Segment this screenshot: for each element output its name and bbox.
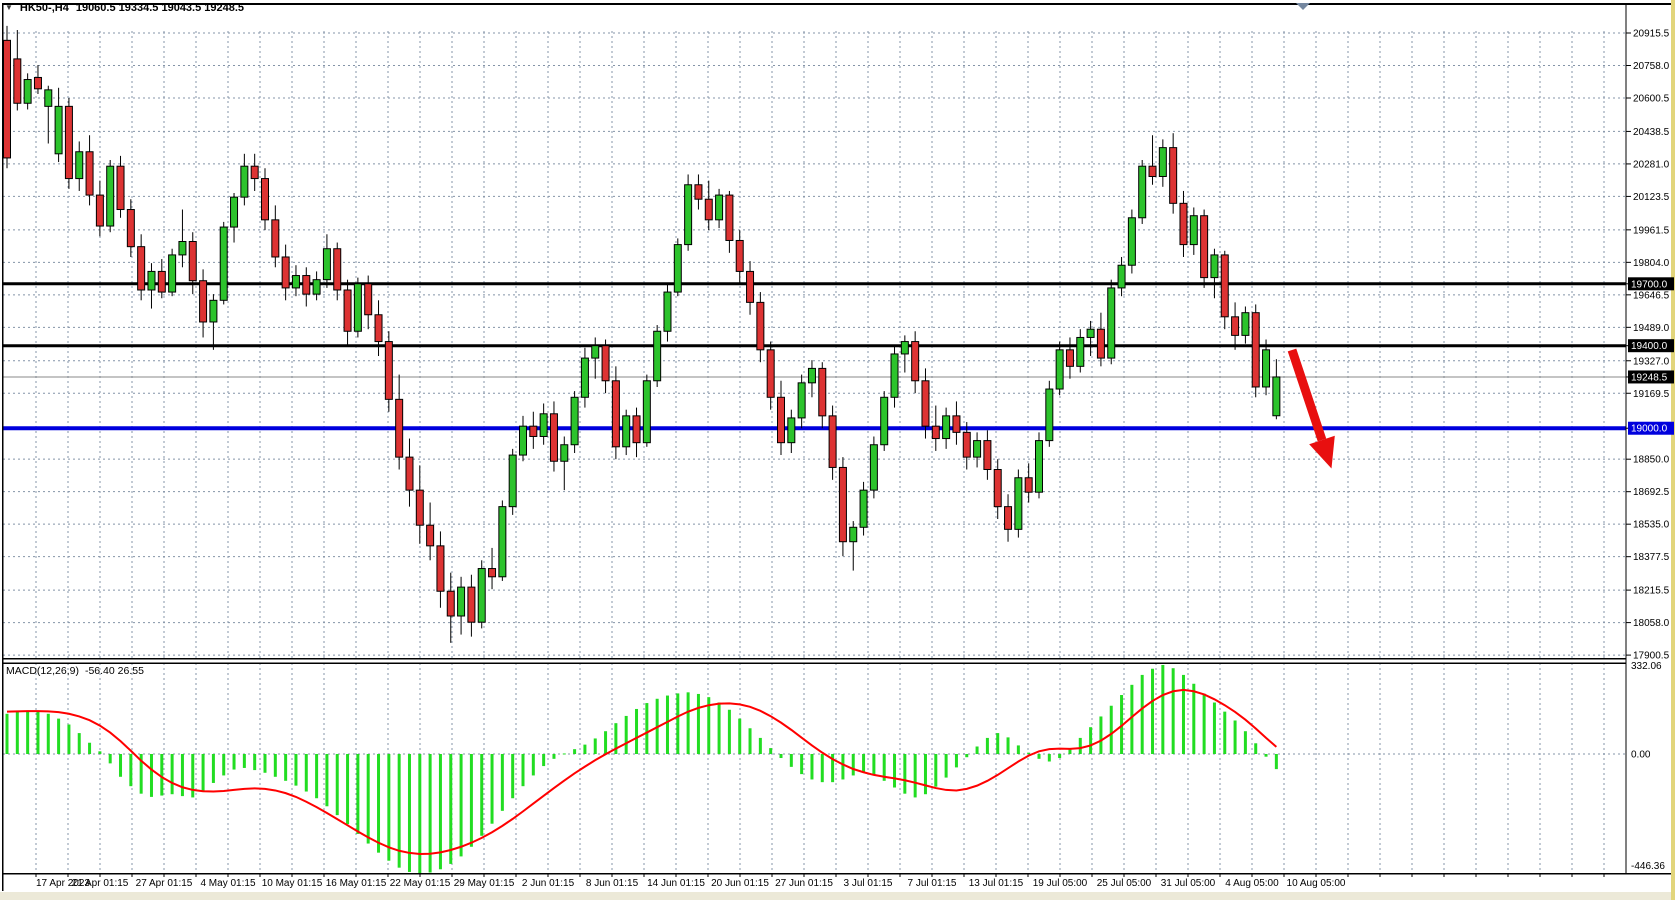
time-axis-label: 8 Jun 01:15 <box>586 878 639 889</box>
horizontal-gridlines <box>3 32 1626 755</box>
vertical-gridlines <box>35 31 1605 873</box>
price-axis-label: 18692.5 <box>1633 487 1670 498</box>
price-axis: 20915.5 20758.0 20600.5 20438.5 20281.0 20123… <box>1626 29 1674 662</box>
macd-signal-line <box>6 688 1278 856</box>
trend-arrow-annotation[interactable] <box>1287 348 1335 469</box>
price-axis-label: 19169.5 <box>1633 389 1670 400</box>
candlestick-series <box>3 25 1281 643</box>
time-axis-label: 29 May 01:15 <box>454 878 515 889</box>
price-axis-label: 19646.5 <box>1633 290 1670 301</box>
price-axis-label: 19804.0 <box>1633 258 1670 269</box>
price-axis-label: 19327.0 <box>1633 356 1670 367</box>
price-axis-label: 19248.5 <box>1631 372 1668 383</box>
time-axis-label: 10 Aug 05:00 <box>1287 878 1346 889</box>
macd-axis-label: -446.36 <box>1631 861 1665 872</box>
macd-name: MACD(12,26,9) <box>6 665 79 677</box>
macd-histogram <box>5 664 1278 874</box>
time-axis-label: 22 May 01:15 <box>390 878 451 889</box>
price-axis-label: 20758.0 <box>1633 61 1670 72</box>
time-axis-label: 2 Jun 01:15 <box>522 878 575 889</box>
time-axis-label: 20 Jun 01:15 <box>711 878 769 889</box>
price-axis-label: 19400.0 <box>1631 341 1668 352</box>
price-axis-label: 18215.5 <box>1633 586 1670 597</box>
time-axis-label: 19 Jul 05:00 <box>1033 878 1088 889</box>
price-axis-label: 19961.5 <box>1633 225 1670 236</box>
time-axis-label: 31 Jul 05:00 <box>1161 878 1216 889</box>
time-axis-label: 13 Jul 01:15 <box>969 878 1024 889</box>
time-axis-label: 27 Apr 01:15 <box>136 878 193 889</box>
price-axis-label: 18850.0 <box>1633 455 1670 466</box>
window-edge <box>1671 0 1675 900</box>
price-axis-label: 19000.0 <box>1631 424 1668 435</box>
price-axis-label: 20600.5 <box>1633 93 1670 104</box>
macd-indicator-label: MACD(12,26,9) -56.40 26.55 <box>6 665 144 677</box>
time-axis-label: 21 Apr 01:15 <box>72 878 129 889</box>
time-axis-label: 17 Apr 2023 <box>36 878 90 889</box>
time-axis-label: 3 Jul 01:15 <box>844 878 893 889</box>
bottom-strip <box>0 892 1671 900</box>
time-axis-label: 7 Jul 01:15 <box>908 878 957 889</box>
time-axis-label: 14 Jun 01:15 <box>647 878 705 889</box>
time-axis-label: 25 Jul 05:00 <box>1097 878 1152 889</box>
time-axis-label: 27 Jun 01:15 <box>775 878 833 889</box>
title-ohlc-values: 19060.5 19334.5 19043.5 19248.5 <box>75 2 245 14</box>
price-axis-label: 20915.5 <box>1633 29 1670 40</box>
price-axis-label: 17900.5 <box>1633 651 1670 662</box>
price-tag-19000.0 <box>1628 421 1674 435</box>
price-tag-19400.0 <box>1628 339 1674 353</box>
price-axis-label: 19700.0 <box>1631 279 1668 290</box>
price-axis-label: 18535.0 <box>1633 520 1670 531</box>
time-axis-label: 16 May 01:15 <box>326 878 387 889</box>
symbol-period-label: HK50-,H4 <box>19 2 69 14</box>
time-axis-label: 10 May 01:15 <box>262 878 323 889</box>
price-axis-label: 20438.5 <box>1633 127 1670 138</box>
price-tag-19700.0 <box>1628 277 1674 291</box>
macd-axis-label: 332.06 <box>1631 661 1662 672</box>
price-axis-label: 20123.5 <box>1633 192 1670 203</box>
macd-axis: 332.06 0.00 -446.36 <box>1631 661 1665 872</box>
symbol-dropdown-icon[interactable]: ▼ <box>5 3 13 12</box>
chart-title: ▼ HK50-,H4 19060.5 19334.5 19043.5 19248… <box>5 2 244 14</box>
price-axis-label: 19489.0 <box>1633 323 1670 334</box>
price-axis-label: 20281.0 <box>1633 159 1670 170</box>
macd-current-values: -56.40 26.55 <box>84 665 144 677</box>
chart-shift-marker-icon[interactable] <box>1296 3 1310 10</box>
time-axis-label: 4 Aug 05:00 <box>1225 878 1279 889</box>
macd-axis-label: 0.00 <box>1631 750 1651 761</box>
time-axis-label: 4 May 01:15 <box>200 878 255 889</box>
price-axis-label: 18377.5 <box>1633 552 1670 563</box>
price-axis-label: 18058.0 <box>1633 618 1670 629</box>
price-tag-19248.5 <box>1628 370 1674 384</box>
